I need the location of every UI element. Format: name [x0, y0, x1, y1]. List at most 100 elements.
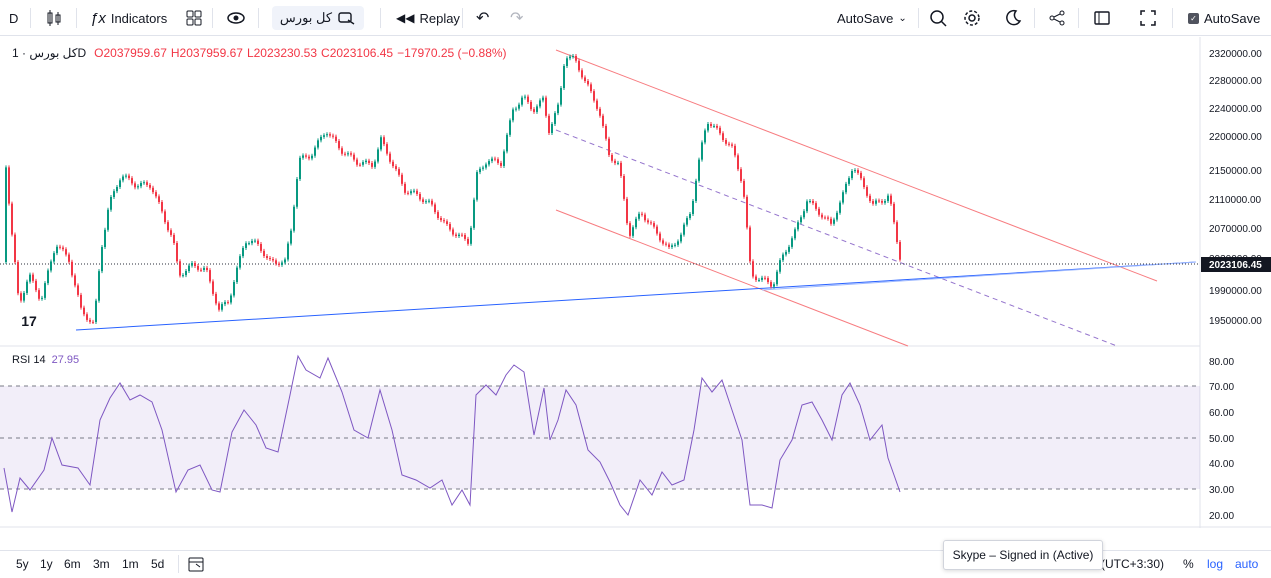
channel-upper-line[interactable] — [555, 49, 1158, 282]
candle-body — [743, 180, 745, 197]
candle-body — [218, 303, 220, 310]
tradingview-logo-icon[interactable]: 17 — [16, 311, 42, 331]
candle-body — [785, 251, 787, 255]
auto-scale-toggle[interactable]: auto — [1235, 557, 1259, 571]
autosave-toggle[interactable]: ✓ AutoSave — [1188, 0, 1260, 36]
candle-body — [326, 134, 328, 136]
publish-button[interactable] — [1093, 0, 1111, 36]
channel-lower-line[interactable] — [555, 209, 909, 347]
candle-body — [704, 130, 706, 143]
price-tick-label: 1990000.00 — [1209, 286, 1262, 297]
legend-symbol[interactable]: کل بورس · 1D — [12, 46, 87, 60]
candle-body — [713, 125, 715, 127]
range-5y[interactable]: 5y — [16, 557, 29, 571]
interval-button[interactable]: D — [9, 0, 18, 36]
replay-button[interactable]: ◀◀ Replay — [396, 0, 460, 36]
candle-body — [464, 234, 466, 239]
range-3m[interactable]: 3m — [93, 557, 110, 571]
rsi-axis[interactable]: 80.00 70.00 60.00 50.00 40.00 30.00 20.00 — [1209, 357, 1234, 522]
candle-body — [494, 158, 496, 160]
fullscreen-button[interactable] — [1139, 0, 1157, 36]
candle-body — [542, 97, 544, 101]
rsi-tick-label: 60.00 — [1209, 408, 1234, 419]
candle-body — [563, 65, 565, 89]
candle-body — [44, 283, 46, 298]
symbol-label: کل بورس — [279, 10, 333, 25]
range-5d[interactable]: 5d — [151, 557, 165, 571]
candle-body — [248, 243, 250, 245]
candle-body — [365, 160, 367, 163]
rsi-legend[interactable]: RSI 14 27.95 — [12, 354, 79, 366]
price-axis[interactable]: 2320000.00 2280000.00 2240000.00 2200000.00… — [1209, 49, 1262, 327]
candle-body — [362, 162, 364, 165]
range-6m[interactable]: 6m — [64, 557, 81, 571]
candle-body — [311, 155, 313, 159]
symbol-search[interactable]: کل بورس — [272, 6, 364, 30]
candle-body — [626, 198, 628, 224]
trend-line-extension[interactable] — [761, 261, 1197, 291]
candle-body — [275, 260, 277, 264]
candle-body — [701, 142, 703, 160]
range-1y[interactable]: 1y — [40, 557, 53, 571]
candle-body — [527, 96, 529, 102]
candle-body — [896, 222, 898, 243]
layouts-button[interactable] — [186, 0, 202, 36]
candles[interactable] — [5, 54, 901, 324]
bottom-toolbar: 5y 1y 6m 3m 1m 5d (UTC+3:30) % log auto — [0, 550, 1271, 578]
candle-body — [545, 97, 547, 116]
candle-body — [611, 154, 613, 161]
candle-body — [560, 88, 562, 105]
candle-body — [53, 253, 55, 262]
candle-body — [518, 104, 520, 109]
percent-scale-toggle[interactable]: % — [1183, 557, 1194, 571]
last-price-label: 2023106.45 — [1209, 260, 1262, 271]
timezone-button[interactable]: (UTC+3:30) — [1101, 557, 1165, 571]
candles-icon — [47, 10, 61, 26]
candle-body — [656, 226, 658, 234]
undo-button[interactable]: ↶ — [476, 0, 489, 36]
candle-body — [725, 139, 727, 144]
candle-style-button[interactable] — [45, 0, 63, 36]
share-button[interactable] — [1048, 0, 1066, 36]
candle-body — [62, 247, 64, 250]
candle-body — [668, 244, 670, 248]
price-tick-label: 2320000.00 — [1209, 49, 1262, 60]
visibility-button[interactable] — [226, 0, 246, 36]
candle-body — [287, 243, 289, 260]
candle-body — [221, 304, 223, 310]
rsi-label: RSI 14 — [12, 354, 46, 366]
candle-body — [200, 269, 202, 271]
candle-body — [614, 160, 616, 164]
candle-body — [299, 157, 301, 180]
chart-canvas[interactable]: 2320000.00 2280000.00 2240000.00 2200000.00… — [0, 37, 1271, 528]
candle-body — [179, 261, 181, 276]
goto-date-icon[interactable] — [187, 555, 205, 573]
candle-body — [674, 244, 676, 246]
log-scale-toggle[interactable]: log — [1207, 557, 1224, 571]
candle-body — [524, 96, 526, 98]
quick-search-button[interactable] — [929, 0, 947, 36]
rsi-line[interactable] — [3, 354, 901, 517]
redo-button[interactable]: ↷ — [510, 0, 523, 36]
candle-body — [812, 201, 814, 204]
settings-button[interactable] — [963, 0, 981, 36]
candle-body — [206, 267, 208, 271]
candle-body — [644, 214, 646, 221]
candle-body — [191, 263, 193, 266]
candle-body — [731, 144, 733, 146]
trend-line[interactable] — [75, 261, 1197, 331]
candle-body — [686, 218, 688, 225]
candle-body — [764, 277, 766, 279]
candle-body — [398, 169, 400, 175]
tooltip-text: Skype – Signed in (Active) — [952, 548, 1094, 562]
candle-body — [734, 145, 736, 156]
range-1m[interactable]: 1m — [122, 557, 139, 571]
autosave-dropdown[interactable]: AutoSave ⌄ — [837, 0, 907, 36]
theme-button[interactable] — [1004, 0, 1022, 36]
candle-body — [35, 280, 37, 291]
candle-body — [461, 234, 463, 236]
candle-body — [779, 260, 781, 272]
indicators-button[interactable]: ƒx Indicators — [90, 0, 167, 36]
channel-median-line[interactable] — [555, 129, 1118, 347]
autosave-dropdown-label: AutoSave — [837, 10, 894, 26]
